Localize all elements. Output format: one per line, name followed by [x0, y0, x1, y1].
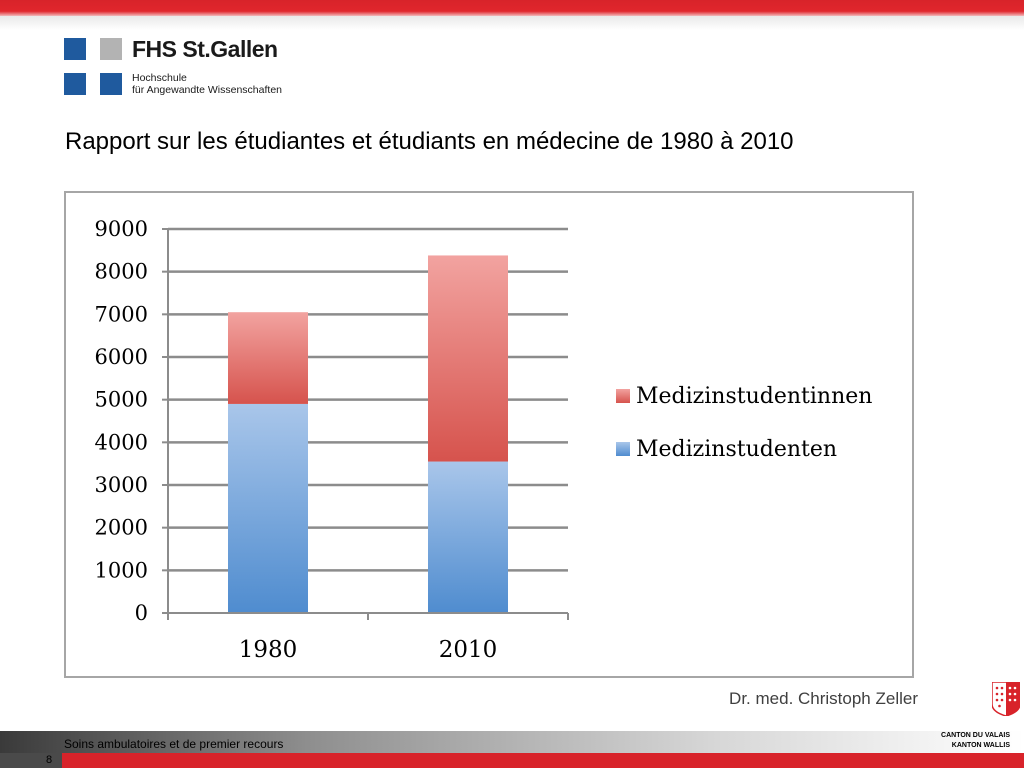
bar-medizinstudentinnen-1980 [228, 312, 308, 404]
legend-swatch-medizinstudenten [616, 442, 630, 456]
page-number: 8 [46, 754, 53, 766]
y-tick-label: 0 [135, 601, 148, 625]
y-tick-label: 6000 [95, 345, 148, 369]
y-tick-label: 9000 [95, 217, 148, 241]
legend-swatch-medizinstudentinnen [616, 389, 630, 403]
bar-medizinstudenten-1980 [228, 403, 308, 613]
footer-text: Soins ambulatoires et de premier recours [64, 737, 284, 751]
y-tick-label: 5000 [95, 388, 148, 412]
canton-name-de: KANTON WALLIS [951, 742, 1010, 749]
bar-medizinstudenten-2010 [428, 461, 508, 613]
top-red-bar [0, 0, 1024, 30]
footer-red-strip [62, 753, 1024, 768]
stacked-bar-chart: 0 1000 2000 3000 4000 5000 6000 7000 8000 9000 198… [95, 217, 873, 663]
legend-label-medizinstudentinnen: Medizinstudentinnen [636, 384, 872, 409]
legend-label-medizinstudenten: Medizinstudenten [636, 437, 837, 462]
y-tick-label: 2000 [95, 516, 148, 540]
valais-crest-icon [992, 682, 1020, 716]
chart-frame: 0 1000 2000 3000 4000 5000 6000 7000 8000 9000 198… [64, 191, 914, 678]
canton-logo: CANTON DU VALAIS KANTON WALLIS [930, 680, 1020, 752]
footer-band [0, 731, 1024, 753]
logo-square-3 [64, 73, 86, 95]
y-tick-label: 4000 [95, 430, 148, 454]
bar-medizinstudentinnen-2010 [428, 255, 508, 462]
fhs-logo: FHS St.Gallen Hochschule für Angewandte … [60, 30, 302, 98]
logo-subtitle-1: Hochschule [132, 72, 187, 84]
author-credit: Dr. med. Christoph Zeller [729, 689, 918, 708]
x-category-label: 1980 [239, 637, 298, 663]
logo-name: FHS St.Gallen [132, 36, 278, 62]
logo-square-2 [100, 38, 122, 60]
y-tick-label: 7000 [95, 302, 148, 326]
y-tick-label: 1000 [95, 558, 148, 582]
x-category-label: 2010 [439, 637, 498, 663]
logo-square-1 [64, 38, 86, 60]
footer-dark-strip [0, 753, 62, 768]
y-tick-label: 3000 [95, 473, 148, 497]
logo-subtitle-2: für Angewandte Wissenschaften [132, 84, 283, 96]
logo-square-4 [100, 73, 122, 95]
y-tick-label: 8000 [95, 260, 148, 284]
canton-name-fr: CANTON DU VALAIS [941, 732, 1010, 739]
slide-title: Rapport sur les étudiantes et étudiants … [65, 128, 794, 155]
